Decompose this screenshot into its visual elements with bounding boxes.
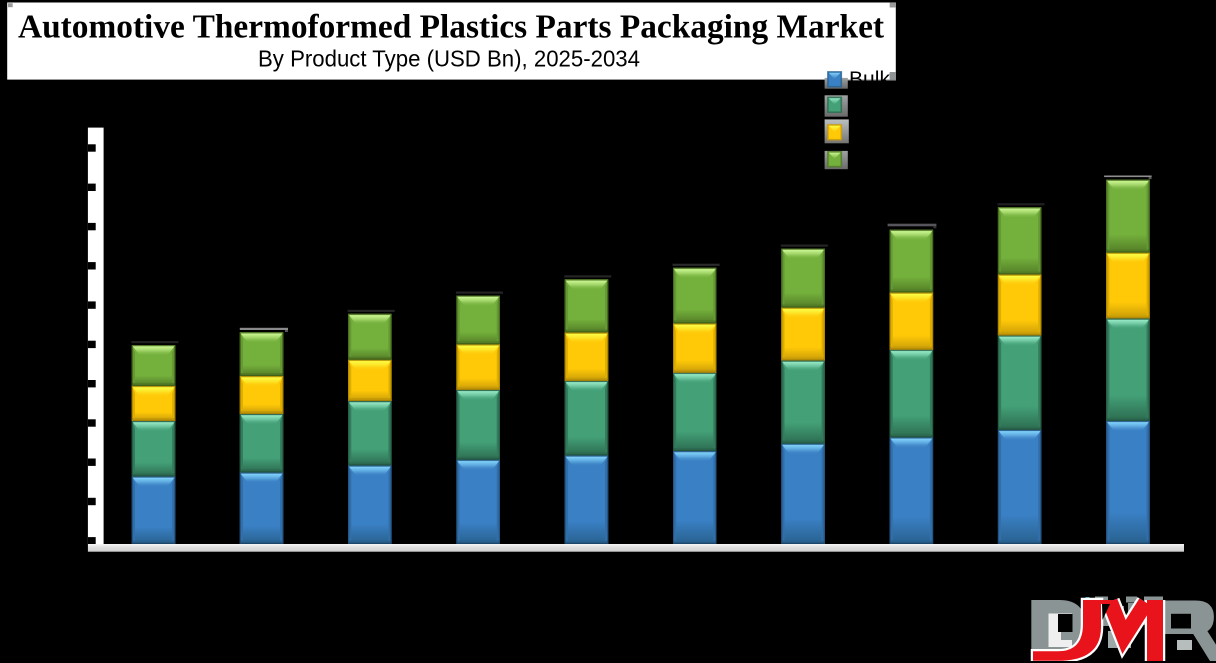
svg-text:By Product Type (USD Bn), 2025: By Product Type (USD Bn), 2025-2034 (258, 46, 640, 72)
svg-text:Automotive Thermoformed Plasti: Automotive Thermoformed Plastics Parts P… (18, 8, 885, 45)
svg-text:Bulk: Bulk (849, 69, 891, 91)
